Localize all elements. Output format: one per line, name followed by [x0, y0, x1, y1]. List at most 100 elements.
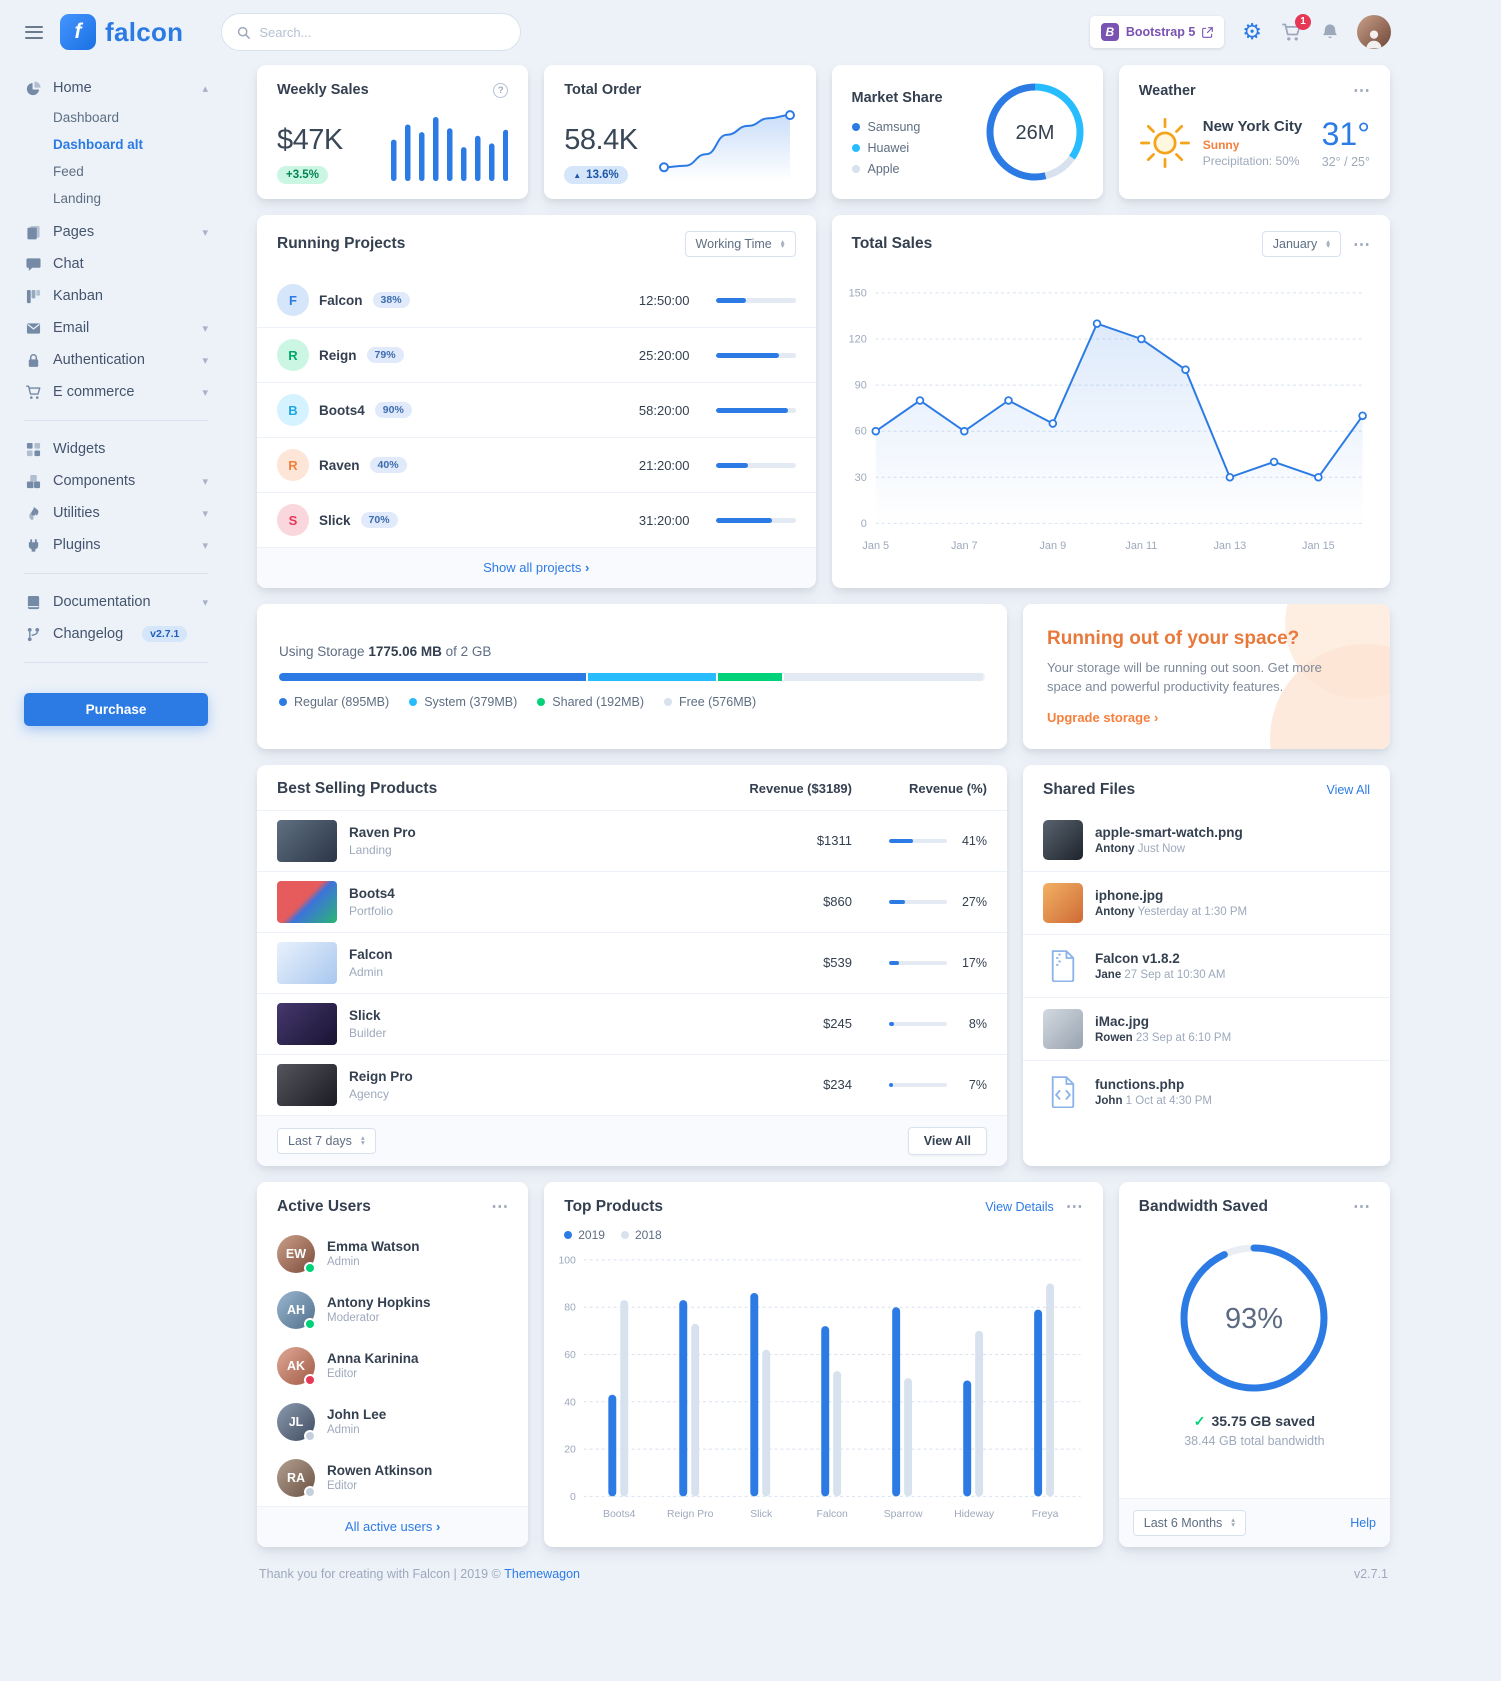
chevron-down-icon: ▾: [202, 475, 208, 488]
show-all-projects-link[interactable]: Show all projects ›: [483, 560, 590, 575]
file-name-link[interactable]: Falcon v1.8.2: [1095, 950, 1180, 966]
sidebar-item-plugins[interactable]: Plugins ▾: [24, 529, 208, 561]
bootstrap-badge-label: Bootstrap 5: [1125, 25, 1196, 39]
market-share-legend-item: Samsung: [851, 120, 943, 134]
themewagon-link[interactable]: Themewagon: [504, 1566, 581, 1581]
product-name-link[interactable]: Reign Pro: [349, 1068, 413, 1084]
product-name-link[interactable]: Falcon: [349, 946, 393, 962]
product-revenue: $234: [823, 1077, 852, 1093]
search-input[interactable]: [259, 24, 506, 40]
sidebar-item-pages[interactable]: Pages ▾: [24, 216, 208, 248]
sidebar-item-widgets[interactable]: Widgets: [24, 433, 208, 465]
user-name-link[interactable]: Rowen Atkinson: [327, 1463, 433, 1479]
revenue-percent: 8%: [968, 1016, 987, 1031]
sidebar-item-documentation[interactable]: Documentation ▾: [24, 586, 208, 618]
user-name-link[interactable]: Emma Watson: [327, 1239, 420, 1255]
bandwidth-donut-chart: 93%: [1172, 1236, 1336, 1400]
product-name-link[interactable]: Boots4: [349, 885, 395, 901]
file-name-link[interactable]: iphone.jpg: [1095, 887, 1164, 903]
settings-gear-button[interactable]: ⚙: [1242, 19, 1262, 44]
svg-text:Jan 9: Jan 9: [1039, 540, 1066, 552]
card-title: Total Order: [564, 82, 642, 98]
file-name-link[interactable]: iMac.jpg: [1095, 1013, 1150, 1029]
card-menu-button[interactable]: ⋯: [491, 1197, 509, 1217]
help-link[interactable]: Help: [1350, 1515, 1376, 1530]
sidebar-item-utilities[interactable]: Utilities ▾: [24, 497, 208, 529]
card-menu-button[interactable]: ⋯: [1353, 234, 1370, 254]
sidebar-item-kanban[interactable]: Kanban: [24, 280, 208, 312]
sidebar-item-email[interactable]: Email ▾: [24, 312, 208, 344]
project-name-link[interactable]: Slick: [319, 512, 351, 528]
navbar-actions: B Bootstrap 5 ⚙ 1: [1089, 13, 1391, 49]
sidebar-item-chat[interactable]: Chat: [24, 248, 208, 280]
svg-text:150: 150: [848, 287, 866, 299]
project-name-link[interactable]: Reign: [319, 347, 357, 363]
sidebar: Home ▴ Dashboard Dashboard alt Feed Landing Pa…: [0, 64, 232, 756]
top-products-legend-item[interactable]: 2019: [564, 1228, 605, 1242]
view-all-button[interactable]: View All: [907, 1126, 987, 1155]
user-status-dot: [304, 1373, 316, 1386]
file-thumbnail: [1043, 819, 1083, 860]
svg-text:Jan 7: Jan 7: [950, 540, 977, 552]
all-active-users-link[interactable]: All active users ›: [344, 1518, 441, 1534]
active-user-item: AH Antony Hopkins Moderator: [257, 1282, 528, 1338]
user-name-link[interactable]: Anna Karinina: [327, 1351, 419, 1367]
product-name-link[interactable]: Raven Pro: [349, 824, 416, 840]
file-name-link[interactable]: functions.php: [1095, 1076, 1185, 1092]
sidebar-item-e-commerce[interactable]: E commerce ▾: [24, 376, 208, 408]
search-box[interactable]: [221, 13, 522, 51]
cart-button[interactable]: 1: [1280, 13, 1311, 44]
sidebar-item-authentication[interactable]: Authentication ▾: [24, 344, 208, 376]
card-title: Running Projects: [277, 235, 406, 252]
hamburger-menu-button[interactable]: [20, 21, 48, 44]
notifications-bell-button[interactable]: [1319, 21, 1341, 43]
user-status-dot: [304, 1261, 316, 1274]
shared-files-card: Shared Files View All apple-smart-watch.…: [1023, 764, 1390, 1166]
utilities-icon: [24, 506, 42, 521]
sidebar-item-home[interactable]: Home ▴: [24, 72, 208, 104]
sidebar-item-components[interactable]: Components ▾: [24, 465, 208, 497]
card-title: Active Users: [277, 1197, 371, 1215]
file-name-link[interactable]: apple-smart-watch.png: [1095, 824, 1243, 840]
external-link-icon: [1202, 26, 1214, 38]
working-time-select[interactable]: Working Time ▴ ▾: [684, 231, 796, 257]
view-details-link[interactable]: View Details: [985, 1199, 1054, 1214]
user-name-link[interactable]: John Lee: [327, 1407, 387, 1423]
code-file-icon: [1043, 1072, 1083, 1112]
top-products-bar-chart: 0 20 40 60 80 100 Boots4 Reign Pro Slick Falcon Sp…: [544, 1242, 1103, 1534]
user-avatar-button[interactable]: [1357, 15, 1391, 49]
storage-warning-title: Running out of your space?: [1047, 628, 1300, 649]
sidebar-item-dashboard-alt[interactable]: Dashboard alt: [53, 137, 144, 152]
project-name-link[interactable]: Raven: [319, 457, 360, 473]
card-title: Market Share: [851, 89, 943, 106]
card-menu-button[interactable]: ⋯: [1065, 1197, 1083, 1217]
project-name-link[interactable]: Boots4: [319, 402, 365, 418]
sidebar-item-changelog[interactable]: Changelog v2.7.1: [24, 618, 208, 650]
info-icon[interactable]: ?: [493, 82, 509, 98]
last-7-days-select[interactable]: Last 7 days ▴ ▾: [277, 1127, 376, 1154]
upgrade-storage-link[interactable]: Upgrade storage ›: [1047, 709, 1159, 725]
last-6-months-select[interactable]: Last 6 Months ▴ ▾: [1132, 1509, 1247, 1536]
market-share-legend: Samsung Huawei Apple: [851, 120, 943, 176]
product-revenue: $1311: [816, 833, 852, 849]
month-select[interactable]: January ▴ ▾: [1261, 231, 1341, 257]
svg-text:30: 30: [854, 472, 866, 484]
sidebar-item-feed[interactable]: Feed: [53, 164, 84, 179]
sidebar-item-landing[interactable]: Landing: [53, 191, 102, 206]
user-name-link[interactable]: Antony Hopkins: [327, 1295, 431, 1311]
purchase-button[interactable]: Purchase: [24, 693, 208, 726]
sidebar-item-dashboard[interactable]: Dashboard: [53, 110, 120, 125]
project-name-link[interactable]: Falcon: [319, 292, 363, 308]
card-menu-button[interactable]: ⋯: [1353, 1197, 1370, 1217]
bootstrap5-badge-button[interactable]: B Bootstrap 5: [1089, 16, 1225, 48]
product-name-link[interactable]: Slick: [349, 1007, 381, 1023]
file-meta: Antony Yesterday at 1:30 PM: [1095, 905, 1248, 918]
card-menu-button[interactable]: ⋯: [1353, 81, 1370, 100]
top-products-legend-item[interactable]: 2018: [620, 1228, 662, 1242]
email-icon: [24, 321, 42, 336]
user-avatar: EW: [277, 1234, 316, 1274]
view-all-files-link[interactable]: View All: [1326, 782, 1370, 797]
product-row: Raven Pro Landing $1311 41%: [257, 809, 1007, 871]
falcon-logo[interactable]: f falcon: [60, 14, 183, 50]
weather-card: Weather ⋯ New York City Sunny Precipitat…: [1118, 65, 1390, 199]
